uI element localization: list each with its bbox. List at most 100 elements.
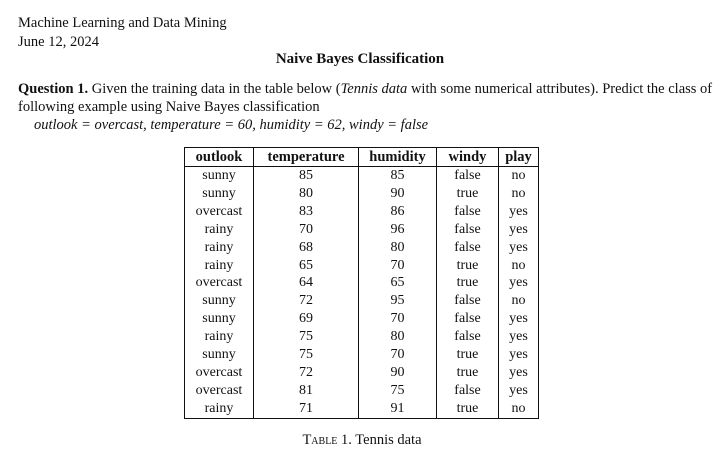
table-row: sunny 69 70 false yes	[184, 310, 539, 329]
table-row: sunny 75 70 true yes	[184, 346, 539, 364]
table-cell-play: no	[498, 166, 539, 185]
table-cell-windy: false	[436, 310, 499, 329]
table-cell-temperature: 72	[253, 292, 359, 311]
table-cell-outlook: sunny	[184, 166, 254, 185]
table-cell-windy: true	[436, 256, 499, 275]
table-cell-windy: true	[436, 399, 499, 419]
table-caption: Table 1. Tennis data	[0, 432, 720, 449]
table-cell-temperature: 65	[253, 256, 359, 275]
table-row: rainy 75 80 false yes	[184, 328, 539, 347]
table-cell-humidity: 85	[358, 166, 437, 185]
table-row: overcast 64 65 true yes	[184, 274, 539, 293]
table-cell-temperature: 83	[253, 202, 359, 221]
table-cell-outlook: rainy	[184, 256, 254, 275]
page-title: Naive Bayes Classification	[275, 51, 445, 67]
table-cell-humidity: 70	[358, 346, 437, 364]
table-cell-outlook: sunny	[184, 310, 254, 329]
table-cell-outlook: sunny	[184, 346, 254, 364]
table-cell-play: no	[498, 184, 539, 203]
table-cell-humidity: 80	[358, 328, 437, 347]
column-header-humidity: humidity	[358, 147, 437, 167]
table-cell-outlook: sunny	[184, 184, 254, 203]
table-row: rainy 71 91 true no	[184, 399, 539, 419]
table-cell-outlook: overcast	[184, 381, 254, 400]
table-cell-outlook: overcast	[184, 363, 254, 382]
column-header-outlook: outlook	[184, 147, 254, 167]
table-cell-temperature: 72	[253, 363, 359, 382]
table-cell-play: yes	[498, 310, 539, 329]
question-text-before: Given the training data in the table bel…	[91, 81, 341, 97]
table-row: sunny 85 85 false no	[184, 166, 539, 185]
table-cell-play: yes	[498, 346, 539, 364]
table-cell-windy: true	[436, 346, 499, 364]
table-cell-windy: false	[436, 166, 499, 185]
column-header-temperature: temperature	[253, 147, 359, 167]
table-row: rainy 70 96 false yes	[184, 220, 539, 239]
table-cell-play: yes	[498, 363, 539, 382]
question-label: Question 1.	[18, 81, 89, 97]
table-cell-humidity: 75	[358, 381, 437, 400]
table-cell-play: yes	[498, 220, 539, 239]
table-cell-humidity: 90	[358, 184, 437, 203]
table-cell-windy: false	[436, 220, 499, 239]
table-cell-play: no	[498, 292, 539, 311]
table-cell-temperature: 81	[253, 381, 359, 400]
tennis-data-table: outlook temperature humidity windy play …	[184, 147, 539, 419]
table-header-row: outlook temperature humidity windy play	[184, 147, 539, 167]
table-row: overcast 81 75 false yes	[184, 381, 539, 400]
table-cell-outlook: rainy	[184, 399, 254, 419]
table-cell-humidity: 95	[358, 292, 437, 311]
column-header-play: play	[498, 147, 539, 167]
table-cell-humidity: 70	[358, 256, 437, 275]
table-cell-temperature: 75	[253, 328, 359, 347]
question-text-italic: Tennis data	[340, 81, 408, 97]
table-cell-windy: false	[436, 292, 499, 311]
table-cell-temperature: 68	[253, 238, 359, 257]
caption-label: Table 1.	[302, 432, 352, 448]
question-text: Question 1. Given the training data in t…	[18, 80, 718, 116]
table-cell-windy: true	[436, 184, 499, 203]
table-cell-play: yes	[498, 328, 539, 347]
table-cell-temperature: 64	[253, 274, 359, 293]
table-row: overcast 83 86 false yes	[184, 202, 539, 221]
table-row: overcast 72 90 true yes	[184, 363, 539, 382]
table-row: sunny 72 95 false no	[184, 292, 539, 311]
table-cell-temperature: 70	[253, 220, 359, 239]
table-cell-humidity: 90	[358, 363, 437, 382]
table-cell-windy: false	[436, 328, 499, 347]
table-cell-play: no	[498, 256, 539, 275]
table-cell-outlook: overcast	[184, 202, 254, 221]
table-cell-outlook: overcast	[184, 274, 254, 293]
table-cell-play: yes	[498, 238, 539, 257]
column-header-windy: windy	[436, 147, 499, 167]
table-cell-temperature: 69	[253, 310, 359, 329]
table-cell-outlook: rainy	[184, 328, 254, 347]
table-cell-play: yes	[498, 381, 539, 400]
document-date: June 12, 2024	[18, 34, 99, 50]
table-cell-outlook: sunny	[184, 292, 254, 311]
table-cell-humidity: 80	[358, 238, 437, 257]
example-instance: outlook = overcast, temperature = 60, hu…	[34, 117, 429, 133]
table-cell-windy: true	[436, 274, 499, 293]
table-cell-temperature: 75	[253, 346, 359, 364]
table-cell-humidity: 91	[358, 399, 437, 419]
table-cell-play: yes	[498, 202, 539, 221]
table-cell-humidity: 96	[358, 220, 437, 239]
table-cell-humidity: 86	[358, 202, 437, 221]
table-cell-play: yes	[498, 274, 539, 293]
table-cell-windy: false	[436, 381, 499, 400]
table-row: rainy 68 80 false yes	[184, 238, 539, 257]
table-cell-play: no	[498, 399, 539, 419]
course-name: Machine Learning and Data Mining	[18, 15, 227, 31]
caption-text: Tennis data	[355, 432, 422, 448]
table-cell-humidity: 70	[358, 310, 437, 329]
table-cell-humidity: 65	[358, 274, 437, 293]
table-row: rainy 65 70 true no	[184, 256, 539, 275]
table-row: sunny 80 90 true no	[184, 184, 539, 203]
table-cell-windy: false	[436, 202, 499, 221]
table-cell-outlook: rainy	[184, 238, 254, 257]
table-cell-outlook: rainy	[184, 220, 254, 239]
table-cell-windy: false	[436, 238, 499, 257]
question-text-after: with some numerical attributes). Predict…	[18, 81, 713, 115]
